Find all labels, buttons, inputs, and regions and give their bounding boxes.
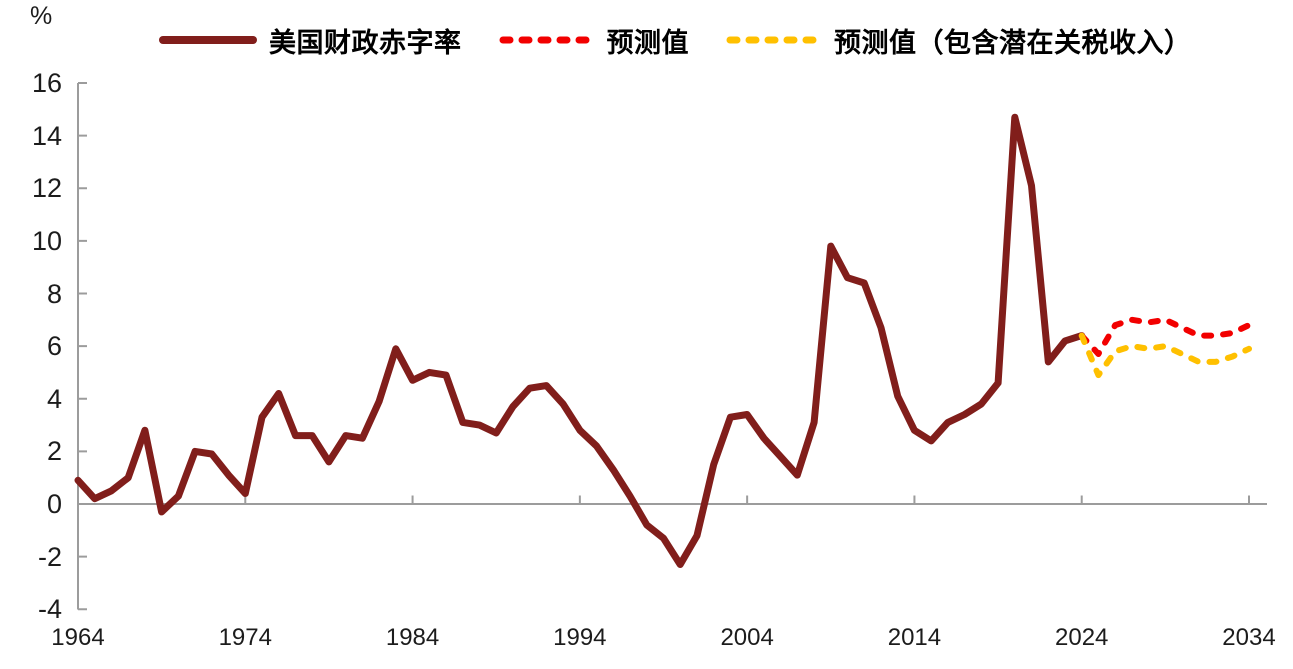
x-axis-tick-label: 2024 xyxy=(1055,624,1109,651)
legend-solid-line-swatch xyxy=(159,36,257,44)
series-forecast-line xyxy=(1078,316,1252,357)
x-axis-tick-label: 1964 xyxy=(51,624,105,651)
y-axis-tick-label: 0 xyxy=(46,489,62,519)
y-axis-tick-label: -4 xyxy=(37,594,62,625)
chart-legend: 美国财政赤字率 预测值 预测值（包含潜在关税收入） xyxy=(158,22,1192,58)
x-axis-tick-label: 1974 xyxy=(218,624,272,651)
legend-item-actual: 美国财政赤字率 xyxy=(158,21,462,60)
x-axis-tick-label: 2004 xyxy=(720,624,774,651)
y-axis-tick-label: 10 xyxy=(31,225,62,256)
y-axis-tick-label: -2 xyxy=(37,541,62,572)
y-axis-tick-label: 12 xyxy=(31,173,62,204)
legend-label-actual: 美国财政赤字率 xyxy=(269,27,462,58)
legend-label-forecast: 预测值 xyxy=(606,27,689,58)
legend-item-forecast-tariff: 预测值（包含潜在关税收入） xyxy=(725,21,1192,60)
y-axis-tick-label: 8 xyxy=(46,278,62,309)
series-actual-line xyxy=(74,113,1086,568)
y-axis-unit-label: % xyxy=(30,2,53,30)
legend-dashed-line-swatch-yellow xyxy=(726,36,823,44)
x-axis-tick-label: 2014 xyxy=(887,624,942,651)
y-axis-tick-label: 14 xyxy=(31,120,62,151)
y-axis-tick-label: 2 xyxy=(46,436,62,467)
y-axis-tick-label: 4 xyxy=(46,383,62,414)
legend-item-forecast: 预测值 xyxy=(498,21,690,60)
x-axis-tick-label: 1994 xyxy=(553,624,607,651)
legend-dashed-line-swatch-red xyxy=(499,36,596,44)
series-forecast-tariff-line xyxy=(1078,332,1252,379)
y-axis-tick-label: 6 xyxy=(46,331,62,362)
y-axis-tick-label: 16 xyxy=(31,68,62,98)
x-axis-tick-label: 1984 xyxy=(385,624,440,651)
legend-label-forecast-tariff: 预测值（包含潜在关税收入） xyxy=(834,27,1192,58)
x-axis-tick-label: 2034 xyxy=(1222,624,1276,651)
